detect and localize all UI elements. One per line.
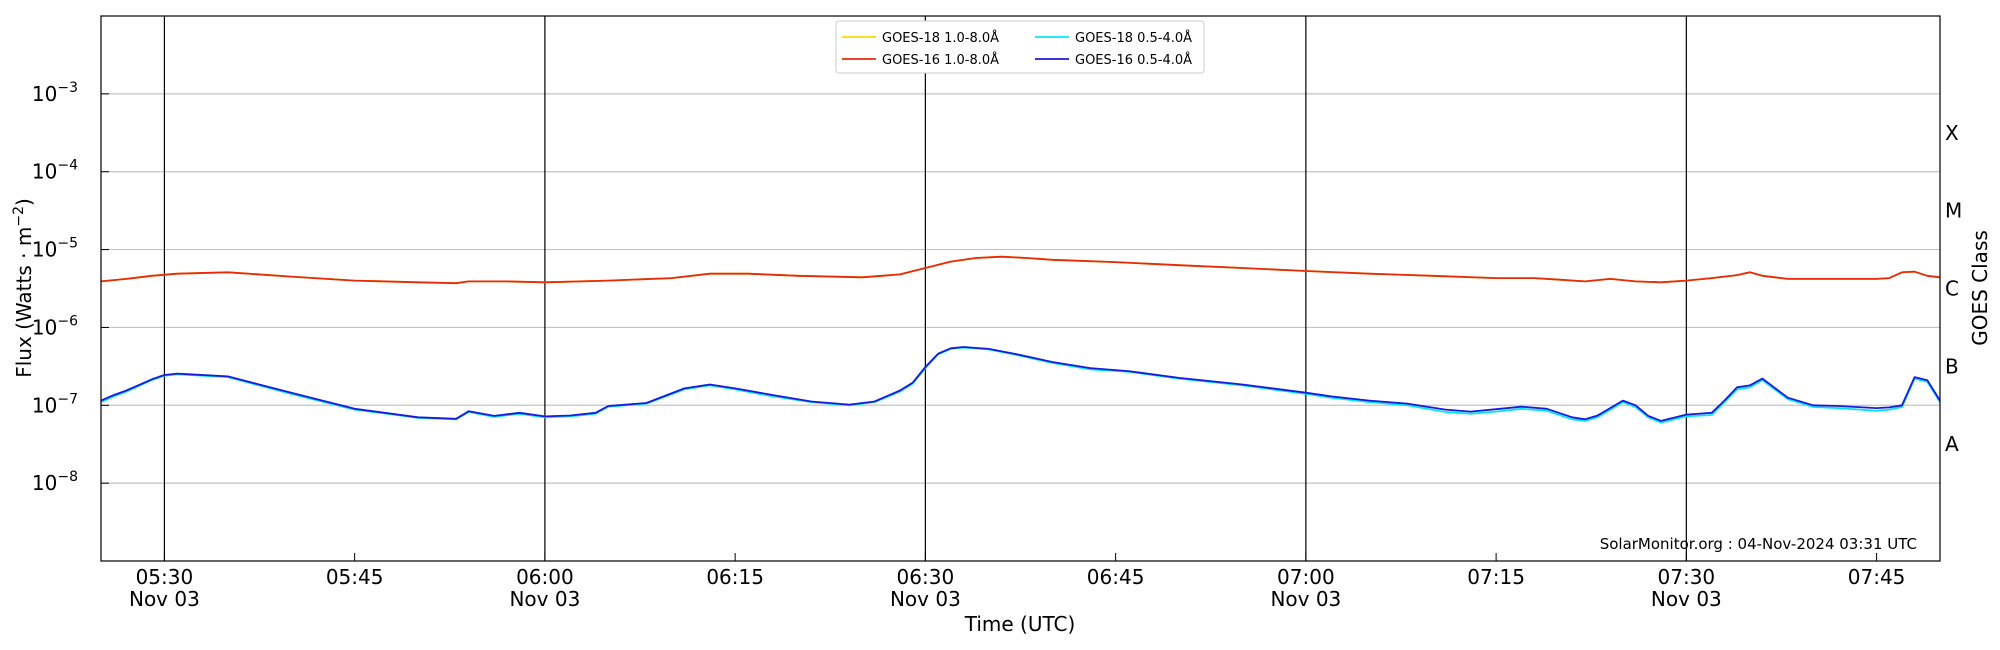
y-tick-base: 10 [32, 82, 57, 106]
legend-entry-label: GOES-18 0.5-4.0Å [1075, 30, 1192, 46]
y-tick-exponent: −8 [57, 469, 78, 485]
y-axis-label: Flux (Watts · m−2) [11, 198, 36, 378]
y-tick-base: 10 [32, 160, 57, 184]
y-tick-base: 10 [32, 238, 57, 262]
series-line-goes-16-1-0-8-0 [100, 255, 1941, 285]
y-tick-exponent: −5 [57, 236, 78, 252]
goes-class-labels: X M C B A [1945, 121, 1962, 456]
y-tick-base: 10 [32, 393, 57, 417]
goes-class-axis-label: GOES Class [1968, 230, 1992, 346]
x-tick-date: Nov 03 [1270, 587, 1341, 611]
x-tick-label: 07:45 [1848, 565, 1906, 589]
legend-entry-label: GOES-18 1.0-8.0Å [882, 30, 999, 46]
x-tick-label: 06:30 [897, 565, 955, 589]
y-tick-exponent: −7 [57, 391, 78, 407]
series-line-goes-18-1-0-8-0 [100, 255, 1941, 285]
x-tick-label: 06:45 [1087, 565, 1145, 589]
y-axis-ticks: 10−810−710−610−510−410−3 [32, 80, 109, 495]
x-tick-label: 06:15 [706, 565, 764, 589]
y-tick-exponent: −3 [57, 80, 78, 96]
y-tick-base: 10 [32, 471, 57, 495]
x-tick-label: 07:30 [1658, 565, 1716, 589]
x-tick-label: 06:00 [516, 565, 574, 589]
y-tick-label: 10−6 [32, 313, 78, 339]
y-tick-label: 10−5 [32, 236, 78, 262]
y-tick-exponent: −4 [57, 158, 78, 174]
legend-entry-label: GOES-16 0.5-4.0Å [1075, 52, 1192, 68]
x-tick-date: Nov 03 [509, 587, 580, 611]
y-tick-exponent: −6 [57, 313, 78, 329]
x-tick-label: 07:15 [1467, 565, 1525, 589]
x-axis-label: Time (UTC) [964, 612, 1076, 636]
goes-class-label: M [1945, 199, 1962, 223]
series-line-goes-16-0-5-4-0 [100, 346, 1941, 422]
goes-class-label: C [1945, 277, 1959, 301]
y-tick-label: 10−8 [32, 469, 78, 495]
gridlines [101, 93, 1940, 484]
y-tick-label: 10−7 [32, 391, 78, 417]
goes-class-label: B [1945, 354, 1959, 378]
plot-frame [100, 15, 1941, 562]
day-boundary-lines [163, 16, 1687, 561]
y-tick-label: 10−3 [32, 80, 78, 106]
goes-class-label: A [1945, 432, 1959, 456]
x-tick-date: Nov 03 [1651, 587, 1722, 611]
data-series [100, 255, 1941, 424]
legend-entry-label: GOES-16 1.0-8.0Å [882, 52, 999, 68]
x-tick-label: 05:30 [136, 565, 194, 589]
y-tick-base: 10 [32, 315, 57, 339]
x-tick-date: Nov 03 [129, 587, 200, 611]
x-tick-label: 07:00 [1277, 565, 1335, 589]
legend-box [835, 20, 1205, 74]
x-tick-label: 05:45 [326, 565, 384, 589]
legend: GOES-18 1.0-8.0Å GOES-18 0.5-4.0Å GOES-16 … [835, 20, 1205, 74]
x-tick-date: Nov 03 [890, 587, 961, 611]
y-tick-label: 10−4 [32, 158, 78, 184]
credit-text: SolarMonitor.org : 04-Nov-2024 03:31 UTC [1600, 535, 1917, 553]
goes-class-label: X [1945, 121, 1959, 145]
